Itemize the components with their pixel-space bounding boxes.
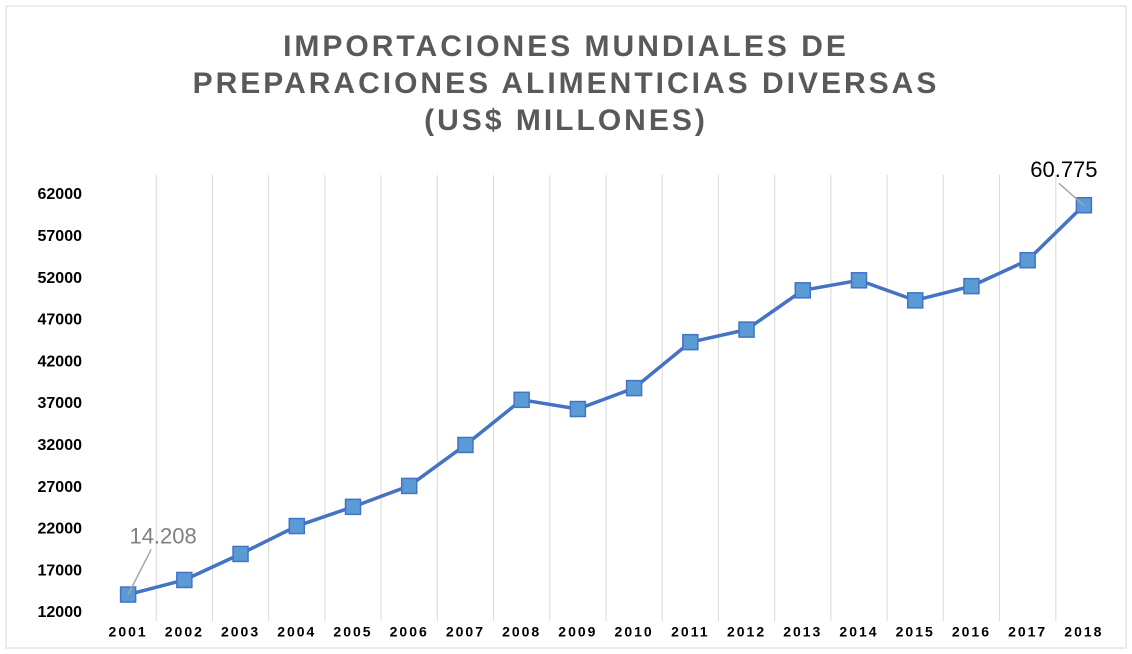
- y-tick-label: 22000: [38, 521, 83, 538]
- marker: [906, 292, 924, 309]
- marker: [400, 477, 418, 495]
- marker: [963, 277, 980, 295]
- y-tick-label: 62000: [38, 186, 83, 203]
- marker: [1019, 251, 1036, 269]
- x-tick-label: 2014: [839, 624, 878, 640]
- x-tick-label: 2001: [109, 624, 148, 640]
- x-tick-label: 2002: [165, 624, 204, 640]
- x-tick-label: 2013: [783, 624, 822, 640]
- x-tick-label: 2003: [221, 624, 260, 640]
- y-tick-label: 12000: [38, 604, 83, 621]
- x-tick-label: 2004: [277, 624, 316, 640]
- x-tick-label: 2016: [952, 624, 991, 640]
- marker: [682, 333, 699, 351]
- y-tick-label: 47000: [38, 312, 83, 329]
- x-tick-label: 2015: [896, 624, 935, 640]
- x-tick-label: 2008: [502, 624, 541, 640]
- y-tick-label: 37000: [38, 395, 83, 412]
- marker: [738, 321, 755, 338]
- x-tick-label: 2011: [671, 624, 709, 640]
- y-tick-label: 32000: [38, 437, 83, 454]
- marker: [850, 272, 868, 289]
- x-tick-label: 2009: [558, 624, 597, 640]
- marker: [119, 586, 137, 603]
- x-tick-label: 2007: [446, 624, 485, 640]
- x-tick-label: 2018: [1064, 624, 1103, 640]
- marker: [569, 400, 587, 418]
- data-label: 60.775: [1030, 157, 1097, 182]
- marker: [457, 436, 474, 454]
- y-tick-label: 42000: [38, 353, 83, 370]
- x-tick-label: 2017: [1008, 624, 1047, 640]
- marker: [625, 379, 643, 397]
- data-label: 14.208: [129, 523, 196, 548]
- marker: [344, 498, 362, 516]
- y-tick-label: 27000: [38, 479, 83, 496]
- y-tick-label: 17000: [38, 562, 83, 579]
- marker: [513, 391, 530, 409]
- x-tick-label: 2012: [727, 624, 766, 640]
- marker: [176, 571, 193, 589]
- marker: [232, 545, 249, 563]
- marker: [288, 517, 306, 535]
- x-tick-label: 2010: [615, 624, 654, 640]
- marker: [794, 282, 812, 299]
- x-tick-label: 2005: [333, 624, 372, 640]
- chart-title: PREPARACIONES ALIMENTICIAS DIVERSAS: [193, 67, 940, 100]
- y-tick-label: 57000: [38, 228, 83, 245]
- leader-line: [1058, 182, 1085, 206]
- chart-title: (US$ MILLONES): [424, 104, 708, 137]
- series-line: [127, 204, 1086, 597]
- x-tick-label: 2006: [390, 624, 429, 640]
- leader-line: [127, 549, 152, 595]
- chart-frame: [5, 5, 1127, 649]
- chart-title: IMPORTACIONES MUNDIALES DE: [283, 30, 849, 63]
- y-tick-label: 52000: [38, 270, 83, 287]
